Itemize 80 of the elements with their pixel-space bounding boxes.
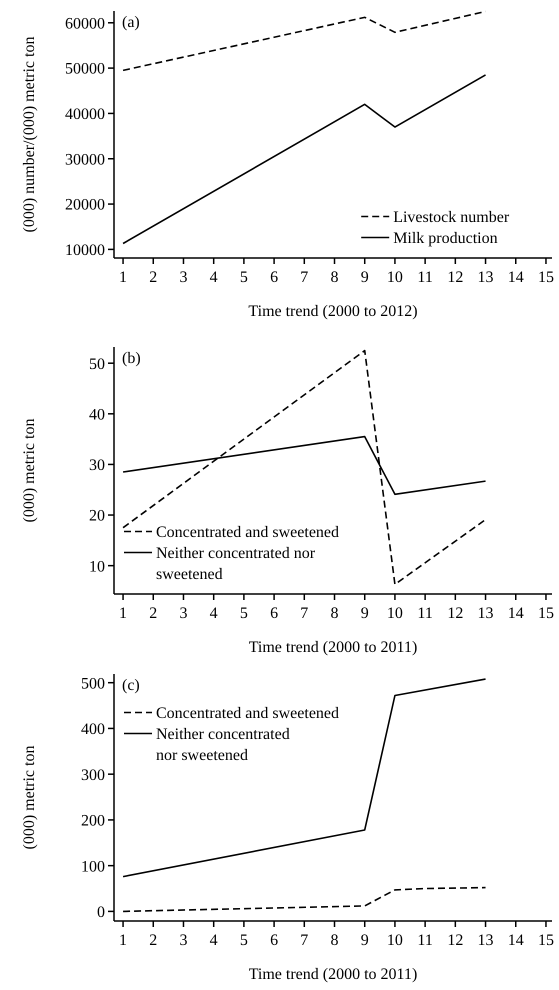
line-series	[122, 678, 486, 878]
x-tick-label: 15	[538, 269, 554, 286]
legend-label: Milk production	[393, 230, 498, 248]
x-tick-label: 3	[179, 932, 188, 949]
x-tick-label: 10	[386, 269, 403, 286]
y-tick-label: 20	[89, 508, 105, 525]
x-tick-label: 4	[210, 269, 218, 286]
y-tick-label: 500	[81, 675, 105, 692]
x-tick-label: 11	[417, 932, 433, 949]
x-tick-label: 1	[119, 269, 128, 286]
x-tick-label: 7	[300, 269, 308, 286]
legend-label: Livestock number	[393, 209, 510, 226]
x-tick-label: 11	[417, 269, 433, 286]
x-tick-label: 8	[330, 269, 339, 286]
x-tick-label: 10	[386, 605, 403, 622]
x-axis-title: Time trend (2000 to 2011)	[248, 966, 418, 983]
x-tick-label: 5	[240, 605, 248, 622]
legend-label: Concentrated and sweetened	[156, 524, 340, 542]
y-tick-label: 40000	[65, 106, 105, 124]
x-tick-label: 7	[300, 932, 308, 949]
x-tick-label: 4	[210, 605, 218, 622]
x-tick-label: 14	[508, 932, 524, 949]
x-tick-label: 1	[119, 932, 128, 949]
chart-title: (b)	[122, 350, 141, 367]
y-tick-label: 0	[97, 904, 105, 921]
y-axis-title: (000) number/(000) metric ton	[21, 36, 38, 232]
x-axis-title: Time trend (2000 to 2011)	[248, 639, 418, 656]
line-series	[122, 350, 486, 586]
y-tick-label: 60000	[65, 15, 105, 32]
x-tick-label: 13	[478, 605, 494, 622]
chart-title: (c)	[122, 677, 140, 694]
x-axis-title: Time trend (2000 to 2012)	[248, 303, 418, 320]
x-tick-label: 5	[240, 269, 248, 286]
y-tick-label: 40	[89, 406, 105, 424]
y-tick-label: 200	[81, 812, 105, 830]
x-tick-label: 14	[508, 269, 524, 286]
y-axis-title: (000) metric ton	[21, 418, 38, 522]
x-tick-label: 12	[447, 932, 464, 949]
y-tick-label: 20000	[65, 196, 105, 214]
x-tick-label: 3	[179, 269, 188, 286]
x-tick-label: 8	[330, 932, 339, 949]
y-tick-label: 50	[89, 356, 105, 373]
x-tick-label: 7	[300, 605, 308, 622]
x-tick-label: 6	[270, 269, 278, 286]
y-tick-label: 400	[81, 721, 105, 738]
x-tick-label: 10	[386, 932, 403, 949]
x-tick-label: 5	[240, 932, 248, 949]
x-tick-label: 2	[149, 269, 158, 286]
x-tick-label: 12	[447, 269, 464, 286]
x-tick-label: 8	[330, 605, 339, 622]
x-tick-label: 6	[270, 605, 278, 622]
x-tick-label: 13	[478, 269, 494, 286]
y-tick-label: 10000	[65, 242, 105, 259]
x-tick-label: 9	[360, 932, 369, 949]
y-tick-label: 30	[89, 457, 105, 474]
x-tick-label: 15	[538, 932, 554, 949]
legend-label: Neither concentrated nor sweetened	[156, 545, 316, 584]
x-tick-label: 2	[149, 605, 158, 622]
y-tick-label: 10	[89, 558, 105, 576]
legend-label: Concentrated and sweetened	[156, 705, 340, 722]
x-tick-label: 9	[360, 269, 369, 286]
x-tick-label: 13	[478, 932, 494, 949]
y-tick-label: 100	[81, 858, 105, 876]
x-tick-label: 14	[508, 605, 524, 622]
x-tick-label: 2	[149, 932, 158, 949]
x-tick-label: 11	[417, 605, 433, 622]
x-tick-label: 6	[270, 932, 278, 949]
chart-title: (a)	[122, 14, 140, 31]
x-tick-label: 4	[210, 932, 218, 949]
x-tick-label: 9	[360, 605, 369, 622]
legend-label: Neither concentrated nor sweetened	[156, 726, 290, 764]
line-series	[122, 886, 486, 912]
y-axis-title: (000) metric ton	[21, 746, 38, 850]
y-tick-label: 50000	[65, 60, 105, 78]
y-tick-label: 30000	[65, 151, 105, 168]
x-tick-label: 12	[447, 605, 464, 622]
x-tick-label: 3	[179, 605, 188, 622]
x-tick-label: 1	[119, 605, 128, 622]
x-tick-label: 15	[538, 605, 554, 622]
y-tick-label: 300	[81, 766, 105, 784]
